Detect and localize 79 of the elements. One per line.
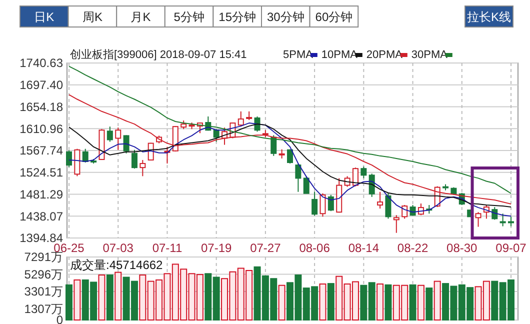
- text: 月K: [130, 10, 151, 24]
- candlestick: [82, 148, 88, 164]
- candlestick: [500, 213, 506, 227]
- candlestick: [475, 212, 482, 228]
- text: 15分钟: [218, 10, 256, 24]
- y-tick-label: 1481.29: [20, 187, 64, 202]
- candlestick: [106, 126, 113, 142]
- bar: [278, 284, 286, 320]
- y-tick-label: 1697.40: [20, 78, 64, 92]
- candlestick: [377, 191, 384, 210]
- text: 5分钟: [174, 10, 204, 24]
- candlestick: [312, 191, 318, 216]
- legend-label: 20PMA: [366, 49, 404, 61]
- y-tick-label: 1654.18: [20, 100, 64, 114]
- candlestick: [140, 159, 146, 177]
- candlestick: [254, 116, 260, 132]
- candlestick: [295, 163, 302, 192]
- text: 30分钟: [266, 10, 304, 24]
- candlestick: [320, 192, 326, 218]
- bar: [384, 284, 392, 320]
- candlestick: [352, 167, 358, 187]
- bar: [319, 284, 326, 320]
- x-tick-label: 08-14: [348, 241, 380, 255]
- y-tick-label: 1567.74: [20, 144, 64, 158]
- x-tick-label: 07-19: [200, 241, 232, 255]
- text: 拉长K线: [466, 10, 512, 24]
- bar: [66, 284, 72, 320]
- candlestick: [238, 110, 244, 128]
- candlestick: [328, 194, 334, 212]
- bar: [417, 284, 424, 320]
- candlestick: [402, 204, 408, 220]
- candlestick: [131, 149, 138, 170]
- candlestick: [303, 176, 310, 194]
- x-tick-label: 08-22: [397, 241, 428, 255]
- chart-title: 创业板指[399006] 2018-09-07 15:41: [70, 48, 247, 61]
- text: 周K: [82, 10, 102, 24]
- bar: [434, 280, 441, 320]
- legend-label: 30PMA: [411, 49, 448, 61]
- text: 60分钟: [315, 10, 353, 24]
- y-tick-label: 3301万: [24, 284, 63, 299]
- bar: [409, 284, 416, 320]
- y-tick-label: 1610.96: [20, 122, 64, 136]
- bar: [98, 274, 106, 320]
- y-tick-label: 1524.51: [20, 166, 64, 180]
- bar: [327, 283, 334, 320]
- y-tick-label: 1307万: [24, 302, 63, 316]
- bar: [426, 288, 433, 320]
- candlestick: [368, 173, 375, 198]
- candlestick: [287, 148, 293, 164]
- x-tick-label: 07-11: [152, 241, 182, 255]
- bar: [114, 272, 122, 320]
- candlestick: [115, 127, 122, 150]
- x-tick-label: 07-03: [102, 241, 134, 255]
- y-tick-label: 5296万: [24, 267, 63, 282]
- candlestick: [123, 134, 130, 154]
- legend-label: 5PMA: [283, 49, 314, 61]
- bar: [376, 284, 384, 320]
- chart-title: 成交量:45714662: [70, 258, 164, 272]
- candlestick: [393, 214, 400, 234]
- candlestick: [66, 150, 72, 168]
- candlestick: [385, 192, 392, 220]
- x-tick-label: 08-06: [299, 241, 330, 255]
- y-tick-label: 1438.07: [20, 209, 64, 224]
- line-series: [68, 66, 512, 194]
- line-series: [68, 94, 512, 205]
- candlestick: [360, 166, 367, 179]
- x-tick-label: 07-27: [250, 241, 282, 255]
- text: 日K: [34, 10, 54, 24]
- candlestick: [270, 134, 277, 156]
- x-tick-label: 09-07: [496, 241, 527, 255]
- legend-label: 10PMA: [321, 49, 358, 61]
- candlestick: [508, 216, 514, 227]
- bar: [74, 279, 81, 320]
- bar: [106, 274, 114, 320]
- candlestick: [278, 148, 285, 159]
- x-tick-label: 08-30: [446, 241, 478, 255]
- y-tick-label: 1740.63: [20, 56, 64, 70]
- y-tick-label: 0: [56, 313, 64, 324]
- candlestick: [492, 206, 498, 220]
